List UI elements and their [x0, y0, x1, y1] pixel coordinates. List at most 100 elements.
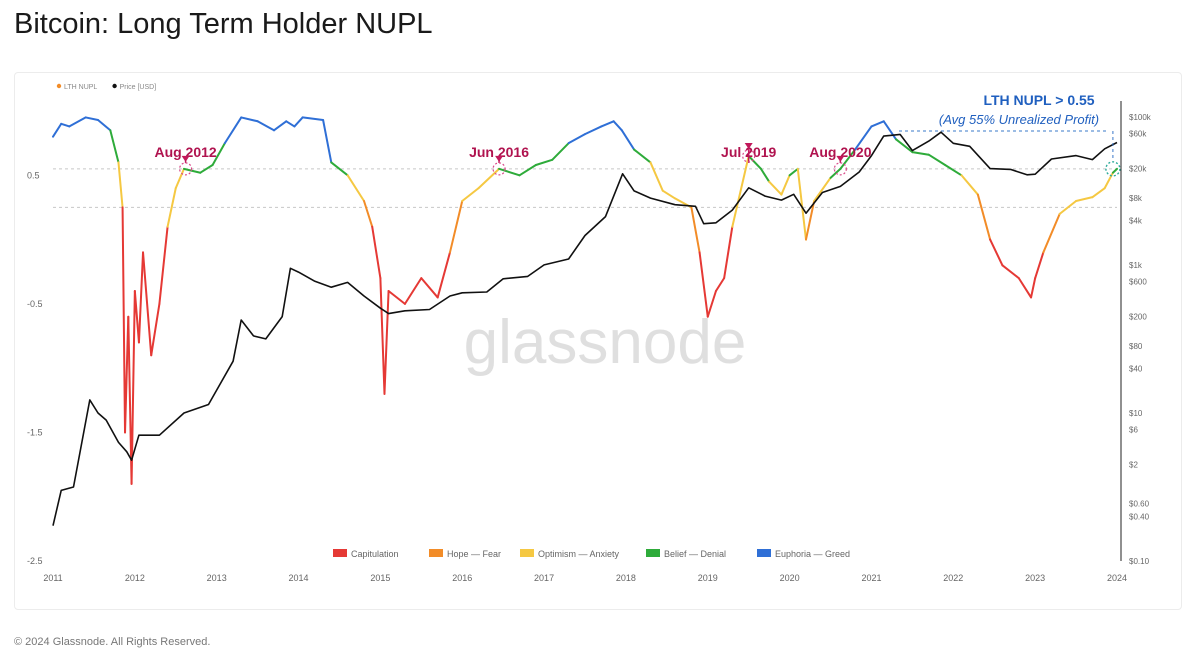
nupl-segment [960, 174, 979, 196]
nupl-segment [127, 315, 133, 485]
nupl-segment [130, 290, 136, 485]
nupl-segment [223, 116, 243, 145]
nupl-segment [121, 206, 127, 434]
nupl-segment [989, 238, 1004, 267]
bottom-legend: Capitulation Hope — Fear Optimism — Anxiet… [333, 549, 850, 559]
nupl-segment [272, 120, 288, 132]
x-tick-label: 2024 [1107, 573, 1127, 583]
annotation-arrowhead [181, 155, 190, 162]
nupl-segment [256, 120, 275, 132]
annotation-marker [833, 162, 847, 176]
nupl-segment [706, 290, 717, 318]
x-tick-label: 2018 [616, 573, 636, 583]
x-tick-label: 2013 [207, 573, 227, 583]
nupl-segment [52, 122, 63, 138]
nupl-segment [788, 167, 799, 177]
nupl-segment [84, 116, 100, 121]
legend-swatch [757, 549, 771, 557]
nupl-segment [1058, 200, 1078, 215]
nupl-segment [117, 161, 124, 209]
y-right-tick-label: $10 [1129, 409, 1143, 418]
legend-bottom-label: Hope — Fear [447, 549, 501, 559]
nupl-segment [1103, 171, 1114, 190]
nupl-segment [649, 161, 664, 192]
nupl-segment [768, 180, 783, 196]
nupl-segment [285, 120, 296, 128]
nupl-segment [142, 251, 153, 357]
nupl-segment [68, 116, 87, 128]
legend-swatch [520, 549, 534, 557]
nupl-segment [796, 167, 807, 241]
legend-dot [56, 83, 62, 89]
y-right-tick-label: $4k [1129, 216, 1143, 225]
nupl-segment [383, 290, 390, 395]
nupl-segment [518, 164, 537, 177]
nupl-segment [1042, 212, 1061, 254]
legend-swatch [429, 549, 443, 557]
price-series [52, 131, 1118, 526]
x-tick-label: 2023 [1025, 573, 1045, 583]
nupl-segment [182, 167, 202, 174]
nupl-segment [461, 187, 480, 202]
nupl-segment [166, 187, 177, 228]
y-right-tick-label: $20k [1129, 165, 1147, 174]
nupl-segment [371, 225, 382, 280]
nupl-segment [403, 277, 423, 305]
nupl-segment [240, 116, 259, 123]
annotation-arrowhead [744, 143, 753, 149]
y-right-tick-label: $100k [1129, 113, 1152, 122]
nupl-segment [714, 277, 726, 292]
callout-subtitle: (Avg 55% Unrealized Profit) [939, 112, 1099, 127]
x-tick-label: 2020 [780, 573, 800, 583]
x-tick-label: 2022 [943, 573, 963, 583]
legend-swatch [333, 549, 347, 557]
x-tick-label: 2015 [370, 573, 390, 583]
nupl-segment [293, 116, 304, 128]
nupl-segment [137, 251, 145, 344]
legend-bottom-label: Optimism — Anxiety [538, 549, 620, 559]
y-right-tick-label: $8k [1129, 194, 1143, 203]
nupl-segment [927, 153, 947, 166]
x-tick-label: 2011 [43, 573, 62, 583]
nupl-series [52, 116, 1118, 485]
nupl-segment [1030, 277, 1037, 299]
nupl-segment [330, 161, 349, 177]
nupl-segment [731, 155, 750, 228]
nupl-segment [174, 167, 185, 190]
nupl-segment [1111, 167, 1118, 174]
reference-lines [53, 168, 1117, 208]
glassnode-watermark: glassnode [464, 308, 747, 377]
nupl-segment [911, 151, 930, 156]
x-tick-label: 2017 [534, 573, 554, 583]
nupl-segment [600, 120, 615, 128]
nupl-segment [747, 155, 762, 170]
y-right-tick-label: $80 [1129, 342, 1143, 351]
nupl-segment [211, 142, 226, 166]
chart-card: glassnode LTH NUPL Price [USD] 2011 2012 20… [14, 72, 1182, 610]
nupl-segment [854, 125, 873, 151]
nupl-segment [322, 119, 333, 164]
annotation-arrowhead [836, 155, 845, 162]
legend-bottom-label: Capitulation [351, 549, 399, 559]
nupl-segment [60, 122, 71, 128]
legend-bottom-label: Euphoria — Greed [775, 549, 850, 559]
y-right-tick-label: $200 [1129, 313, 1147, 322]
y-right-tick-label: $600 [1129, 277, 1147, 286]
nupl-segment [1075, 196, 1094, 202]
nupl-segment [698, 251, 709, 318]
x-tick-label: 2012 [125, 573, 145, 583]
nupl-segment [436, 251, 451, 299]
y-right-tick-label: $0.40 [1129, 512, 1150, 521]
axes: 2011 2012 2013 2014 2015 2016 2017 2018 2019 2020… [27, 101, 1152, 583]
nupl-segment [551, 142, 570, 161]
y-right-tick-label: $0.60 [1129, 499, 1150, 508]
nupl-segment [690, 206, 701, 254]
nupl-segment [379, 277, 386, 395]
annotations: Aug 2012 Jun 2016 Jul 2019 Aug 2020 [154, 143, 872, 176]
x-tick-label: 2021 [861, 573, 881, 583]
nupl-segment [633, 148, 652, 164]
nupl-segment [804, 200, 816, 241]
nupl-segment [199, 164, 214, 174]
annotation-label: Jun 2016 [469, 144, 529, 160]
nupl-segment [150, 302, 161, 357]
